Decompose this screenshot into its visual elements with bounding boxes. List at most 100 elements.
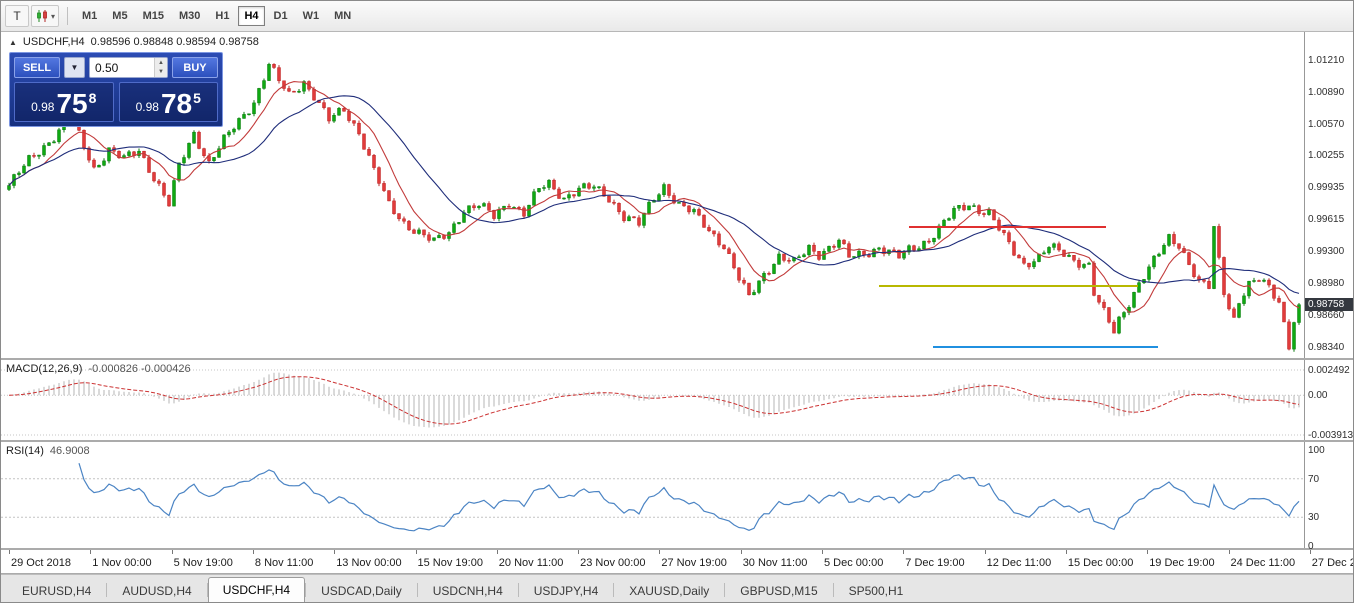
timeframe-group: M1 M5 M15 M30 H1 H4 D1 W1 MN [76, 6, 357, 26]
one-click-trading-panel: SELL ▼ ▲ ▼ BUY 0.98 75 8 0.9 [9, 52, 223, 127]
timeframe-button-mn[interactable]: MN [328, 6, 357, 26]
timeframe-button-m1[interactable]: M1 [76, 6, 103, 26]
macd-chart[interactable] [1, 360, 1304, 440]
timeframe-button-m15[interactable]: M15 [137, 6, 170, 26]
time-tick [1147, 550, 1149, 554]
time-label: 20 Nov 11:00 [498, 557, 564, 569]
symbol-period-label: USDCHF,H4 [22, 36, 85, 48]
price-scale-label: 1.00570 [1308, 118, 1345, 130]
price-scale-label: 0.99300 [1308, 245, 1345, 257]
rsi-scale-label: 70 [1308, 473, 1320, 485]
time-tick [903, 550, 905, 554]
chart-template-button[interactable]: T [5, 5, 29, 27]
trade-prices-row: 0.98 75 8 0.98 78 5 [14, 82, 218, 122]
time-tick [1309, 550, 1311, 554]
time-label: 29 Oct 2018 [11, 557, 71, 569]
tab-usdchf-h4[interactable]: USDCHF,H4 [207, 577, 306, 602]
price-scale-label: 0.98340 [1308, 341, 1345, 353]
buy-button[interactable]: BUY [172, 57, 218, 78]
timeframe-button-d1[interactable]: D1 [268, 6, 294, 26]
rsi-scale-label: 30 [1308, 512, 1320, 524]
time-tick [984, 550, 986, 554]
rsi-name: RSI(14) [6, 445, 44, 457]
current-price-badge: 0.98758 [1305, 297, 1353, 311]
macd-name: MACD(12,26,9) [6, 363, 83, 375]
macd-panel: 0.002492 0.00 -0.003913 MACD(12,26,9) -0.00… [1, 360, 1353, 442]
time-label: 5 Dec 00:00 [824, 557, 884, 569]
tab-sp500-h1[interactable]: SP500,H1 [848, 584, 904, 598]
buy-price-display[interactable]: 0.98 78 5 [118, 82, 218, 122]
time-label: 8 Nov 11:00 [254, 557, 314, 569]
volume-field-wrapper: ▲ ▼ [89, 57, 168, 78]
time-tick [9, 550, 10, 554]
time-tick [659, 550, 661, 554]
time-label: 13 Nov 00:00 [336, 557, 402, 569]
tab-usdcnh-h4[interactable]: USDCNH,H4 [432, 584, 503, 598]
timeframe-button-m5[interactable]: M5 [106, 6, 133, 26]
sell-price-display[interactable]: 0.98 75 8 [14, 82, 114, 122]
price-scale-label: 1.00890 [1308, 86, 1345, 98]
macd-scale: 0.002492 0.00 -0.003913 [1304, 360, 1353, 441]
time-label: 1 Nov 00:00 [92, 557, 152, 569]
top-toolbar: T ▾ M1 M5 M15 M30 H1 H4 D1 W1 MN [1, 1, 1353, 32]
tab-separator [724, 583, 726, 597]
time-tick [334, 550, 336, 554]
sell-price-big: 75 [56, 88, 88, 119]
volume-dropdown-button[interactable]: ▼ [64, 57, 85, 78]
macd-values: -0.000826 -0.000426 [88, 363, 191, 375]
time-label: 5 Nov 19:00 [173, 557, 233, 569]
price-scale-label: 0.98660 [1308, 309, 1345, 321]
macd-scale-label: 0.002492 [1308, 365, 1350, 376]
tab-eurusd-h4[interactable]: EURUSD,H4 [22, 584, 92, 598]
macd-label: MACD(12,26,9) -0.000826 -0.000426 [6, 363, 191, 375]
time-tick [90, 550, 92, 554]
chart-tab-bar: EURUSD,H4 AUDUSD,H4 USDCHF,H4 USDCAD,Daily U… [1, 574, 1353, 602]
tab-separator [305, 583, 307, 597]
rsi-value: 46.9008 [49, 445, 90, 457]
price-scale-label: 1.01210 [1308, 54, 1345, 66]
candlestick-chart[interactable] [1, 32, 1304, 358]
volume-input[interactable] [90, 58, 154, 77]
price-scale-label: 0.99935 [1308, 182, 1345, 193]
timeframe-button-m30[interactable]: M30 [173, 6, 206, 26]
rsi-chart[interactable] [1, 442, 1304, 548]
chevron-down-icon: ▾ [51, 11, 56, 21]
price-scale-label: 0.98980 [1308, 277, 1345, 289]
time-tick [1065, 550, 1067, 554]
tab-xauusd-daily[interactable]: XAUUSD,Daily [629, 584, 710, 598]
time-label: 27 Nov 19:00 [661, 557, 727, 569]
buy-price-big: 78 [160, 88, 193, 119]
stepper-down-icon[interactable]: ▼ [155, 67, 167, 77]
candlestick-chart-icon [37, 10, 47, 22]
time-tick [740, 550, 742, 554]
price-scale: 1.01210 1.00890 1.00570 1.00255 0.99935 0.996… [1304, 32, 1353, 358]
tab-gbpusd-m15[interactable]: GBPUSD,M15 [740, 584, 818, 598]
timeframe-button-w1[interactable]: W1 [297, 6, 326, 26]
tab-separator [106, 583, 108, 597]
tab-separator [832, 583, 834, 597]
tab-usdcad-daily[interactable]: USDCAD,Daily [321, 584, 402, 598]
sell-price-prefix: 0.98 [31, 100, 55, 114]
stepper-up-icon[interactable]: ▲ [155, 58, 167, 68]
volume-stepper: ▲ ▼ [154, 58, 167, 77]
template-icon: T [13, 9, 21, 23]
time-label: 19 Dec 19:00 [1149, 557, 1215, 569]
chart-type-button[interactable]: ▾ [31, 5, 60, 27]
chevron-down-icon: ▼ [70, 63, 79, 72]
trade-controls-row: SELL ▼ ▲ ▼ BUY [14, 57, 218, 78]
rsi-scale-label: 0 [1308, 541, 1314, 552]
toolbar-separator [67, 7, 69, 25]
time-label: 23 Nov 00:00 [580, 557, 646, 569]
chart-title: ▲ USDCHF,H4 0.98596 0.98848 0.98594 0.98… [9, 36, 259, 48]
sell-button[interactable]: SELL [14, 57, 60, 78]
time-label: 15 Nov 19:00 [417, 557, 483, 569]
tab-audusd-h4[interactable]: AUDUSD,H4 [122, 584, 192, 598]
buy-price-pip: 5 [193, 90, 201, 106]
main-chart-panel: 1.01210 1.00890 1.00570 1.00255 0.99935 0.996… [1, 32, 1353, 360]
time-axis[interactable]: 29 Oct 2018 1 Nov 00:00 5 Nov 19:00 8 Nov 1… [1, 550, 1353, 574]
time-label: 12 Dec 11:00 [986, 557, 1052, 569]
tab-usdjpy-h4[interactable]: USDJPY,H4 [533, 584, 599, 598]
timeframe-button-h1[interactable]: H1 [209, 6, 235, 26]
timeframe-button-h4[interactable]: H4 [238, 6, 265, 26]
time-label: 30 Nov 11:00 [742, 557, 808, 569]
